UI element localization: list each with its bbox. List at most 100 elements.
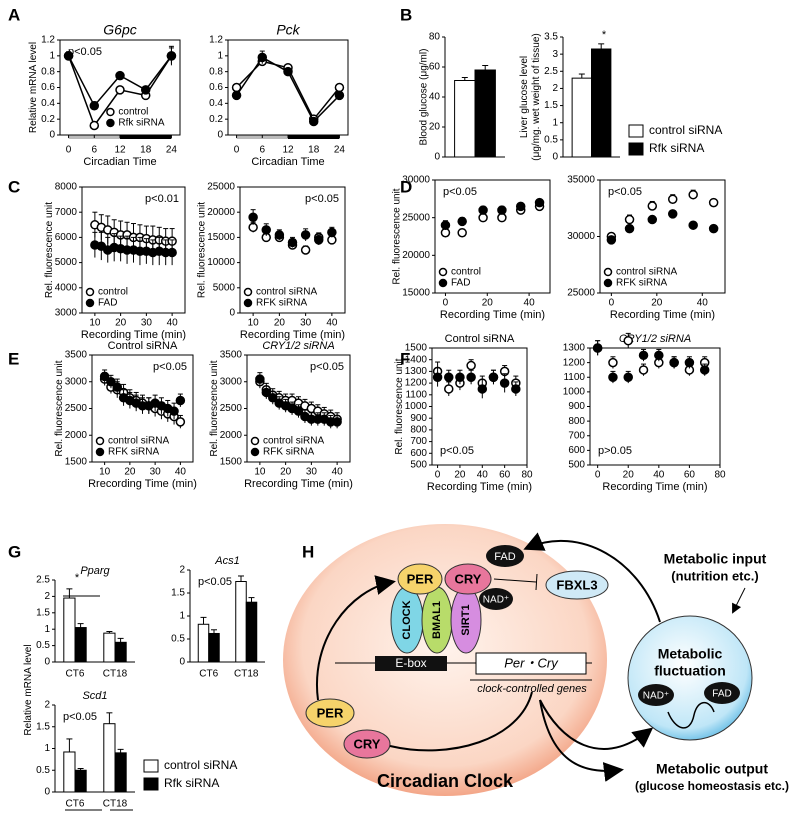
x-tick-label: 40 (332, 467, 344, 478)
x-tick-label: 30 (300, 318, 312, 329)
plot-frame (59, 39, 181, 136)
y-tick-label: 1 (217, 50, 223, 61)
bar (591, 48, 612, 158)
y-tick-label: 0.8 (209, 66, 223, 77)
panel-label: C (8, 177, 20, 196)
fluctuation-circle (627, 615, 753, 741)
x-tick-label: 80 (521, 470, 533, 481)
point (624, 223, 635, 234)
point (466, 360, 476, 371)
y-tick-label: 700 (568, 430, 585, 441)
x-tick-label: 0 (443, 298, 449, 309)
y-tick-label: 1 (179, 611, 185, 622)
point (231, 90, 242, 101)
y-tick-label: 2000 (220, 430, 243, 441)
x-tick-label: 40 (697, 298, 709, 309)
y-tick-label: 35000 (567, 175, 595, 186)
point (638, 365, 649, 375)
chart-title: Pparg (80, 565, 110, 577)
x-axis-label: Recording Time (min) (610, 309, 715, 321)
x-tick-label: 10 (248, 318, 260, 329)
y-tick-label: 1 (44, 624, 50, 635)
point (327, 227, 337, 238)
point (457, 227, 467, 238)
y-tick-label: 25000 (567, 288, 595, 299)
legend-marker (95, 447, 105, 457)
legend-label: control siRNA (616, 267, 677, 278)
x-tick-label: CT6 (66, 799, 85, 810)
legend-marker (603, 278, 613, 288)
x-tick-label: 12 (282, 145, 294, 156)
point (332, 417, 342, 427)
legend-label: control siRNA (263, 436, 324, 447)
x-tick-label: 40 (167, 318, 179, 329)
point (444, 372, 454, 382)
legend-label: RFK siRNA (108, 447, 159, 458)
ccg-label: clock-controlled genes (477, 683, 587, 695)
bar (74, 769, 87, 793)
point (248, 212, 258, 222)
y-tick-label: 900 (410, 413, 427, 424)
point (169, 406, 179, 416)
point (688, 189, 698, 200)
y-axis-label: Rel. fluorescence unit (44, 202, 55, 298)
point (283, 66, 293, 77)
bar (103, 632, 116, 663)
legend-label: control (451, 267, 481, 278)
protein-label: PER (317, 705, 344, 720)
inhibition-bar (535, 573, 538, 591)
y-tick-label: 1200 (405, 378, 428, 389)
point (63, 51, 74, 61)
y-tick-label: 1 (49, 50, 55, 61)
annotation: * (602, 29, 607, 41)
point (115, 85, 125, 95)
x-axis-label: Recording Time (min) (602, 481, 707, 493)
x-tick-label: CT18 (103, 669, 128, 680)
x-tick-label: 20 (115, 318, 127, 329)
point (688, 220, 698, 230)
y-tick-label: 0.5 (36, 640, 50, 651)
y-tick-label: 0 (49, 130, 55, 141)
bar (208, 632, 220, 663)
y-tick-label: 1100 (405, 389, 427, 400)
x-tick-label: 10 (99, 467, 111, 478)
point (89, 100, 100, 111)
annotation: p<0.05 (440, 445, 474, 457)
annotation: p<0.05 (305, 193, 339, 205)
plot-frame (434, 179, 551, 294)
point (623, 372, 633, 382)
y-tick-label: 500 (568, 460, 585, 471)
y-tick-label: 2 (552, 83, 558, 94)
x-tick-label: 18 (308, 145, 320, 156)
x-tick-label: 20 (482, 298, 494, 309)
x-tick-label: 80 (714, 470, 726, 481)
legend-marker (95, 436, 105, 446)
x-axis-label: Rrecording Time (min) (244, 478, 353, 490)
point (455, 372, 465, 382)
legend-marker (250, 447, 260, 457)
point (112, 382, 122, 392)
point (175, 395, 186, 406)
y-tick-label: 4000 (55, 282, 78, 293)
fad-molecule (486, 545, 524, 567)
fluctuation-label: Metabolic (658, 646, 723, 662)
annotation: p<0.05 (68, 46, 102, 58)
point (647, 201, 658, 211)
y-tick-label: 0.6 (209, 82, 223, 93)
chart-title: Control siRNA (108, 340, 178, 352)
y-tick-label: 20000 (402, 250, 430, 261)
panel-label: D (400, 177, 412, 196)
diagram: E-box Per・Cry clock-controlled genes CLO… (283, 524, 789, 796)
point (667, 209, 678, 219)
point (89, 120, 100, 131)
arrow (315, 575, 396, 701)
point (261, 225, 271, 235)
y-tick-label: 3000 (220, 376, 243, 387)
point (667, 194, 678, 204)
protein-label: BMAL1 (431, 601, 443, 639)
x-tick-label: 40 (524, 298, 536, 309)
legend-label: RFK siRNA (263, 447, 314, 458)
panel-label: F (400, 349, 410, 368)
arrow (732, 587, 746, 614)
x-tick-label: 30 (141, 318, 153, 329)
